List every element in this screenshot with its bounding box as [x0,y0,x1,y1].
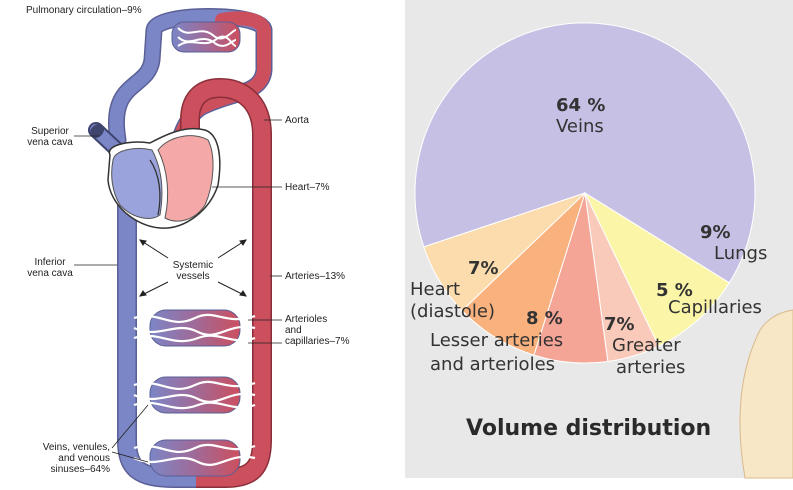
slice-label-heart-diastole: 7% Heart (diastole) [410,258,499,322]
slice-label-lesser-arteries: 8 % Lesser arteries and arterioles [430,308,564,375]
label-systemic-vessels: Systemic vessels [172,260,214,282]
slice-label-capillaries: 5 % Capillaries [656,280,762,318]
pie-slice-veins [414,22,756,284]
leader-lines [74,119,282,463]
slice-label-greater-arteries: 7% Greater arteries [604,314,686,378]
slice-label-veins: 64 % Veins [556,95,606,137]
label-arteries: Arteries–13% [285,271,346,282]
heart-left-side [157,135,214,222]
systemic-arrows [139,239,247,297]
chart-title: Volume distribution [466,416,712,441]
pie-slice-heart-diastole [423,192,586,312]
label-arterioles-capillaries: Arterioles and capillaries–7% [285,314,350,347]
capillary-bed-1 [133,309,256,347]
heart [107,128,221,229]
slice-label-lungs: 9% Lungs [700,222,768,264]
label-superior-vena-cava: Superior vena cava [27,126,73,148]
capillary-bed-2 [133,376,256,414]
capillary-bed-3 [133,439,256,477]
label-aorta: Aorta [285,115,309,126]
label-heart: Heart–7% [285,182,330,193]
label-veins-venules: Veins, venules, and venous sinuses–64% [42,442,110,475]
heart-right-side [111,147,163,219]
decorative-corner-shape [739,309,793,479]
pulmonary-capillaries [177,27,237,47]
label-pulmonary-circulation: Pulmonary circulation–9% [26,5,142,16]
pie-slice-lungs [583,191,730,347]
label-inferior-vena-cava: Inferior vena cava [27,257,73,279]
